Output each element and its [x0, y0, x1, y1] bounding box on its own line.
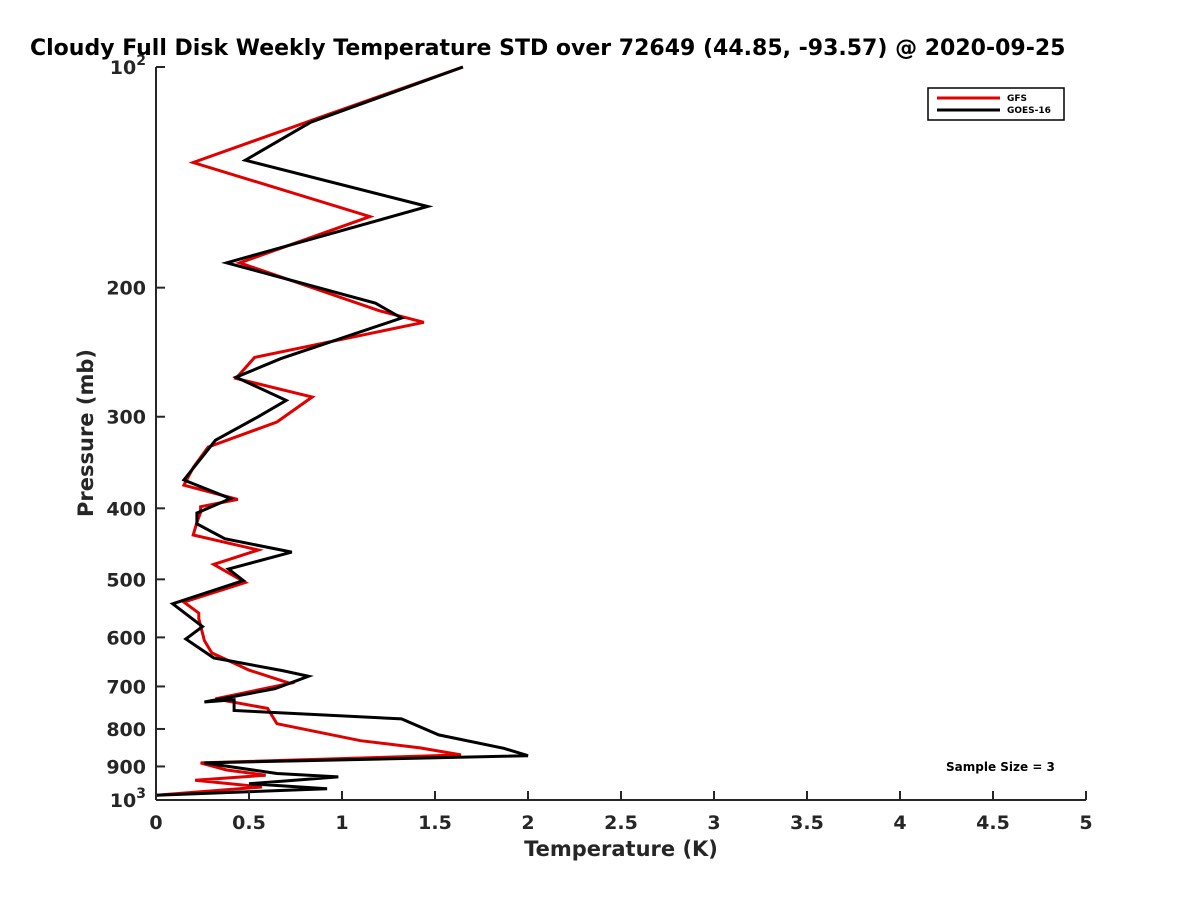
x-tick-label: 1.5: [418, 812, 452, 834]
y-tick-label: 500: [106, 569, 146, 591]
x-tick-label: 2: [521, 812, 534, 834]
y-axis-title: Pressure (mb): [74, 349, 98, 517]
legend-label-goes16: GOES-16: [1007, 106, 1051, 116]
x-tick-label: 1: [335, 812, 348, 834]
y-tick-label: 900: [106, 756, 146, 778]
legend-label-gfs: GFS: [1007, 94, 1027, 104]
series-layer: [155, 65, 529, 797]
x-tick-label: 3.5: [790, 812, 824, 834]
y-tick-label: 800: [106, 719, 146, 741]
x-tick-label: 2.5: [604, 812, 638, 834]
y-tick-label: 400: [106, 498, 146, 520]
x-tick-label: 5: [1079, 812, 1092, 834]
legend: GFS GOES-16: [927, 87, 1065, 121]
chart-title: Cloudy Full Disk Weekly Temperature STD …: [30, 36, 1065, 61]
x-tick-label: 0.5: [232, 812, 266, 834]
legend-box: [927, 87, 1065, 121]
x-tick-label: 4.5: [976, 812, 1010, 834]
series-line-gfs: [155, 65, 464, 797]
x-axis-title: Temperature (K): [524, 837, 718, 861]
x-tick-label: 0: [149, 812, 162, 834]
y-tick-label: 102: [110, 53, 146, 79]
y-tick-label: 103: [110, 786, 146, 812]
y-tick-label: 700: [106, 676, 146, 698]
y-tick-label: 300: [106, 407, 146, 429]
sample-size-annotation: Sample Size = 3: [946, 760, 1055, 774]
y-tick-label: 200: [106, 278, 146, 300]
x-tick-label: 3: [707, 812, 720, 834]
y-axis-ticks: 102 200 300 400 500 600 700 800 900 103: [106, 53, 165, 812]
x-tick-label: 4: [893, 812, 906, 834]
y-tick-label: 600: [106, 627, 146, 649]
x-axis-ticks: 0 0.5 1 1.5 2 2.5 3 3.5 4 4.5 5: [149, 791, 1093, 834]
series-line-goes16: [155, 65, 529, 797]
